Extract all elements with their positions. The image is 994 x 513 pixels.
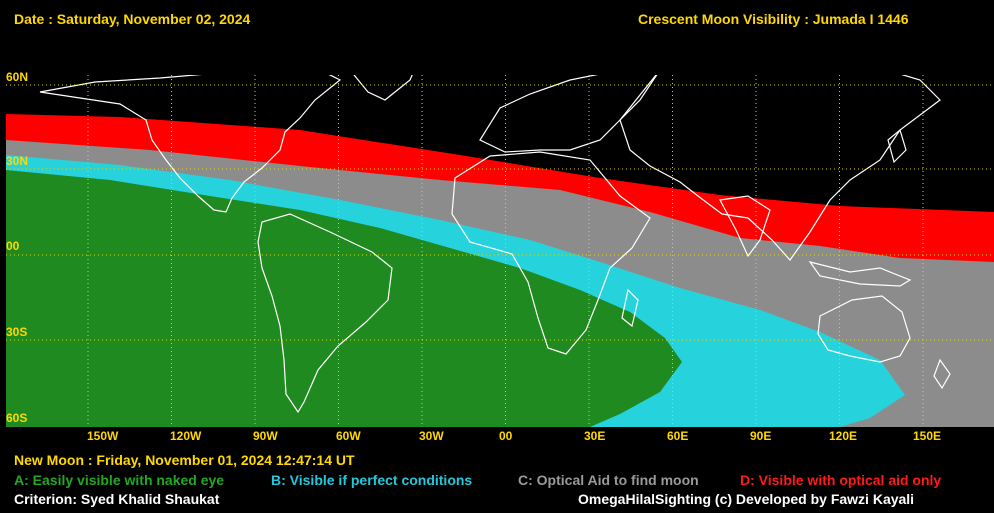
new-moon-label: New Moon : Friday, November 01, 2024 12:… (14, 452, 355, 468)
north-america-outline (39, 75, 342, 213)
zone-a-band (6, 170, 682, 427)
legend-zone-b: B: Visible if perfect conditions (271, 472, 473, 488)
date-label: Date : Saturday, November 02, 2024 (14, 11, 251, 27)
chart-title: Crescent Moon Visibility : Jumada I 1446 (638, 11, 909, 27)
lon-label-30w: 30W (419, 429, 444, 443)
japan-outline (887, 128, 907, 164)
lat-label-30n: 30N (6, 154, 29, 168)
lat-label-60n: 60N (6, 70, 29, 84)
graticule (6, 75, 994, 427)
europe-outline (479, 75, 658, 153)
south-america-outline (257, 213, 393, 414)
lon-label-30e: 30E (584, 429, 606, 443)
lon-label-150e: 150E (913, 429, 942, 443)
australia-outline (817, 295, 911, 363)
lon-label-90w: 90W (253, 429, 278, 443)
lon-label-00: 00 (499, 429, 513, 443)
lat-label-30s: 30S (6, 325, 28, 339)
credit-label: OmegaHilalSighting (c) Developed by Fawz… (578, 491, 915, 507)
lon-label-60w: 60W (336, 429, 361, 443)
lat-label-60s: 60S (6, 411, 28, 425)
lat-label-equator: 00 (6, 239, 20, 253)
criterion-label: Criterion: Syed Khalid Shaukat (14, 491, 220, 507)
indonesia-outline (808, 261, 912, 287)
lon-label-60e: 60E (667, 429, 689, 443)
lon-label-150w: 150W (87, 429, 119, 443)
asia-outline (619, 75, 941, 261)
lon-label-120e: 120E (829, 429, 858, 443)
greenland-outline (353, 75, 413, 101)
india-outline (719, 195, 771, 258)
legend-zone-d: D: Visible with optical aid only (740, 472, 942, 488)
new-zealand-outline (933, 358, 951, 390)
madagascar-outline (621, 288, 639, 328)
legend-zone-a: A: Easily visible with naked eye (14, 472, 225, 488)
legend-zone-c: C: Optical Aid to find moon (518, 472, 699, 488)
lon-label-120w: 120W (170, 429, 202, 443)
lon-label-90e: 90E (750, 429, 772, 443)
